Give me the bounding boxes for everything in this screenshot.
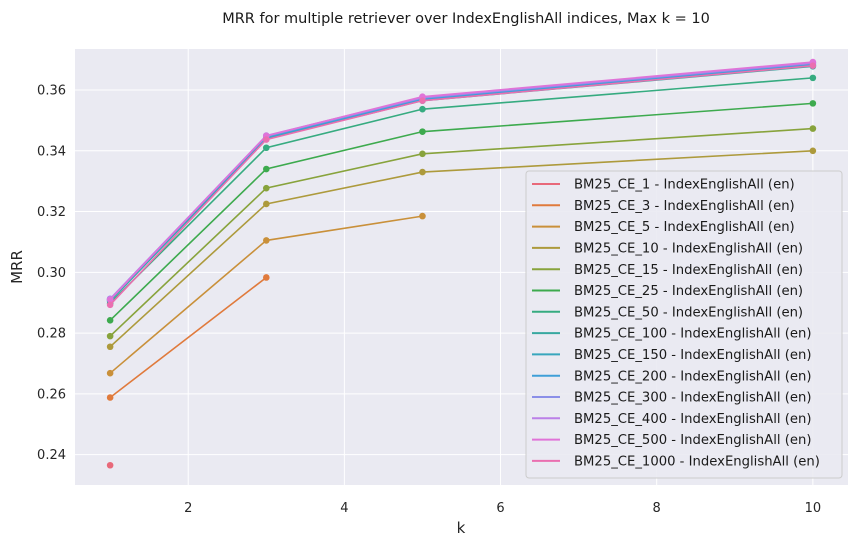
series-line: [109, 149, 813, 348]
x-tick-label: 6: [496, 501, 504, 516]
y-tick-label: 0.28: [37, 327, 66, 342]
data-point: [419, 150, 426, 158]
data-point: [809, 125, 817, 132]
legend-item: BM25_CE_150 - IndexEnglishAll (en): [532, 348, 811, 363]
y-tick-label: 0.32: [37, 205, 66, 220]
legend-item: BM25_CE_1000 - IndexEnglishAll (en): [532, 455, 820, 470]
legend-label: BM25_CE_100 - IndexEnglishAll (en): [574, 327, 811, 342]
legend-label: BM25_CE_1 - IndexEnglishAll (en): [574, 178, 795, 193]
series-line: [109, 127, 813, 337]
data-point: [106, 369, 114, 377]
y-tick-label: 0.24: [37, 448, 66, 463]
data-point: [106, 343, 114, 351]
data-point: [262, 144, 270, 152]
legend-label: BM25_CE_1000 - IndexEnglishAll (en): [574, 455, 820, 470]
data-point: [809, 62, 817, 70]
data-point: [106, 461, 114, 469]
legend-label: BM25_CE_5 - IndexEnglishAll (en): [574, 220, 795, 235]
series-group: [106, 212, 426, 377]
x-tick-label: 10: [805, 501, 822, 516]
data-point: [262, 274, 270, 281]
legend-label: BM25_CE_15 - IndexEnglishAll (en): [574, 263, 803, 278]
data-point: [262, 136, 270, 143]
x-axis-label: k: [457, 519, 466, 537]
legend-item: BM25_CE_50 - IndexEnglishAll (en): [532, 305, 803, 320]
data-point: [106, 317, 114, 324]
data-point: [419, 128, 426, 135]
legend-label: BM25_CE_25 - IndexEnglishAll (en): [574, 284, 803, 299]
legend-label: BM25_CE_200 - IndexEnglishAll (en): [574, 369, 811, 384]
series-group: [106, 125, 817, 340]
legend-item: BM25_CE_100 - IndexEnglishAll (en): [532, 327, 811, 342]
data-point: [262, 165, 270, 173]
x-tick-label: 2: [184, 501, 192, 516]
data-point: [262, 237, 270, 244]
legend-item: BM25_CE_10 - IndexEnglishAll (en): [532, 242, 803, 257]
legend-label: BM25_CE_3 - IndexEnglishAll (en): [574, 199, 795, 214]
legend-item: BM25_CE_5 - IndexEnglishAll (en): [532, 220, 795, 235]
series-group: [106, 100, 817, 324]
data-point: [262, 184, 270, 192]
series-line: [109, 64, 813, 306]
data-point: [809, 100, 817, 107]
legend-label: BM25_CE_50 - IndexEnglishAll (en): [574, 305, 803, 320]
series-line: [109, 77, 813, 304]
legend: BM25_CE_1 - IndexEnglishAll (en) BM25_CE_…: [525, 170, 843, 479]
legend-label: BM25_CE_150 - IndexEnglishAll (en): [574, 348, 811, 363]
legend-item: BM25_CE_400 - IndexEnglishAll (en): [532, 412, 811, 427]
data-point: [106, 296, 114, 303]
data-point: [419, 212, 426, 220]
legend-label: BM25_CE_400 - IndexEnglishAll (en): [574, 412, 811, 427]
y-tick-label: 0.36: [37, 84, 66, 99]
data-point: [809, 74, 817, 82]
y-tick-label: 0.26: [37, 387, 66, 402]
legend-item: BM25_CE_3 - IndexEnglishAll (en): [532, 199, 795, 214]
legend-item: BM25_CE_1 - IndexEnglishAll (en): [532, 178, 795, 193]
y-tick-label: 0.34: [37, 144, 66, 159]
data-point: [419, 105, 426, 113]
series-line: [109, 102, 813, 321]
legend-label: BM25_CE_300 - IndexEnglishAll (en): [574, 391, 811, 406]
data-point: [262, 200, 270, 208]
series-group: [106, 147, 817, 351]
x-tick-labels: 2 4 6 8 10: [184, 501, 821, 516]
legend-item: BM25_CE_25 - IndexEnglishAll (en): [532, 284, 803, 299]
data-point: [106, 332, 114, 340]
y-tick-label: 0.30: [37, 266, 66, 281]
series-line: [109, 276, 267, 399]
series-group: [106, 274, 270, 401]
data-point: [106, 301, 114, 309]
data-point: [419, 97, 426, 104]
legend-item: BM25_CE_500 - IndexEnglishAll (en): [532, 433, 811, 448]
series-line: [109, 61, 813, 301]
legend-item: BM25_CE_15 - IndexEnglishAll (en): [532, 263, 803, 278]
series-group: [106, 461, 114, 469]
series-layer: [106, 58, 817, 469]
y-tick-labels: 0.24 0.26 0.28 0.30 0.32 0.34 0.36: [37, 84, 66, 464]
legend-box: [525, 170, 843, 479]
data-point: [809, 147, 817, 155]
y-axis-label: MRR: [8, 250, 26, 284]
x-tick-label: 4: [340, 501, 348, 516]
x-tick-label: 8: [653, 501, 661, 516]
legend-label: BM25_CE_10 - IndexEnglishAll (en): [574, 242, 803, 257]
chart-title: MRR for multiple retriever over IndexEng…: [222, 11, 710, 27]
data-point: [419, 168, 426, 176]
series-group: [106, 62, 817, 309]
legend-label: BM25_CE_500 - IndexEnglishAll (en): [574, 433, 811, 448]
legend-item: BM25_CE_300 - IndexEnglishAll (en): [532, 391, 811, 406]
data-point: [106, 394, 114, 401]
legend-item: BM25_CE_200 - IndexEnglishAll (en): [532, 369, 811, 384]
